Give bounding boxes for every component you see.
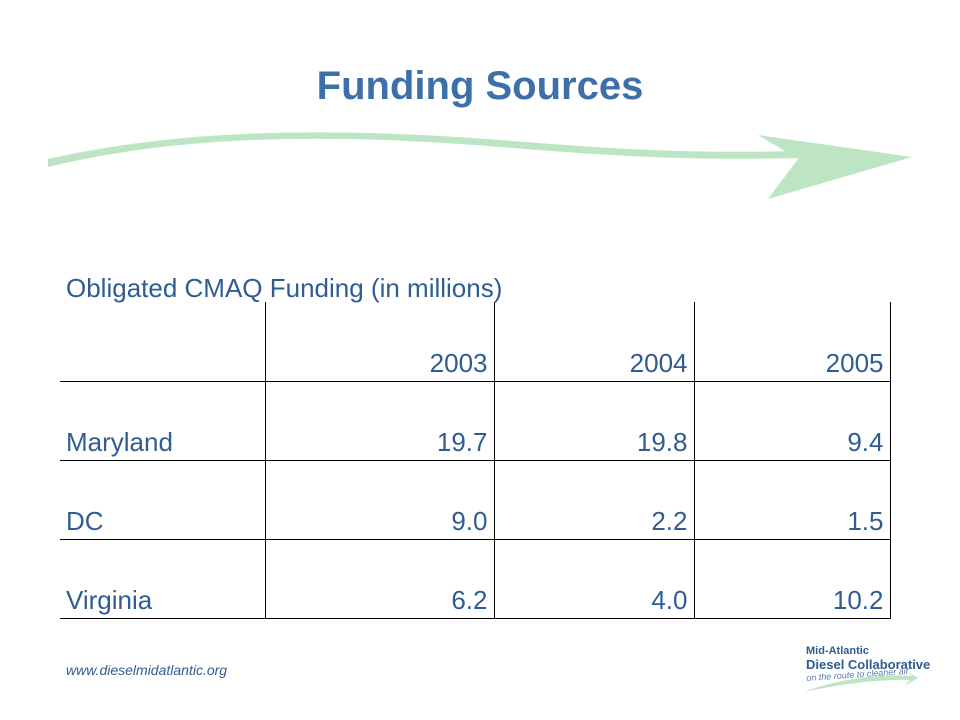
row-label: DC [60,459,266,540]
logo-swoosh-icon [804,670,918,692]
table-caption: Obligated CMAQ Funding (in millions) [66,273,503,303]
decorative-arrow [48,132,912,199]
table-cell: 1.5 [694,459,891,540]
header-cell-empty [60,302,266,382]
row-label: Maryland [60,380,266,461]
table-row: Virginia 6.2 4.0 10.2 [60,538,891,619]
logo-text-line2: Diesel Collaborative [806,657,931,672]
table-cell: 10.2 [694,538,891,619]
arrow-head [758,135,912,199]
table-header-row: 2003 2004 2005 [60,302,891,382]
funding-table: 2003 2004 2005 Maryland 19.7 19.8 9.4 DC… [60,302,891,619]
row-label: Virginia [60,538,266,619]
table-cell: 9.4 [694,380,891,461]
arrow-shaft [48,132,800,167]
table-cell: 2.2 [494,459,695,540]
header-cell-2004: 2004 [494,302,695,382]
slide-title: Funding Sources [316,64,644,108]
table-cell: 19.8 [494,380,695,461]
collaborative-logo: Mid-Atlantic Diesel Collaborative on the… [800,640,930,700]
table-cell: 4.0 [494,538,695,619]
header-cell-2005: 2005 [694,302,891,382]
table-cell: 9.0 [265,459,495,540]
footer-url-link[interactable]: www.dieselmidatlantic.org [66,662,228,678]
logo-text-line1: Mid-Atlantic [806,645,869,657]
table-row: Maryland 19.7 19.8 9.4 [60,380,891,461]
table-row: DC 9.0 2.2 1.5 [60,459,891,540]
table-cell: 19.7 [265,380,495,461]
header-cell-2003: 2003 [265,302,495,382]
table-cell: 6.2 [265,538,495,619]
